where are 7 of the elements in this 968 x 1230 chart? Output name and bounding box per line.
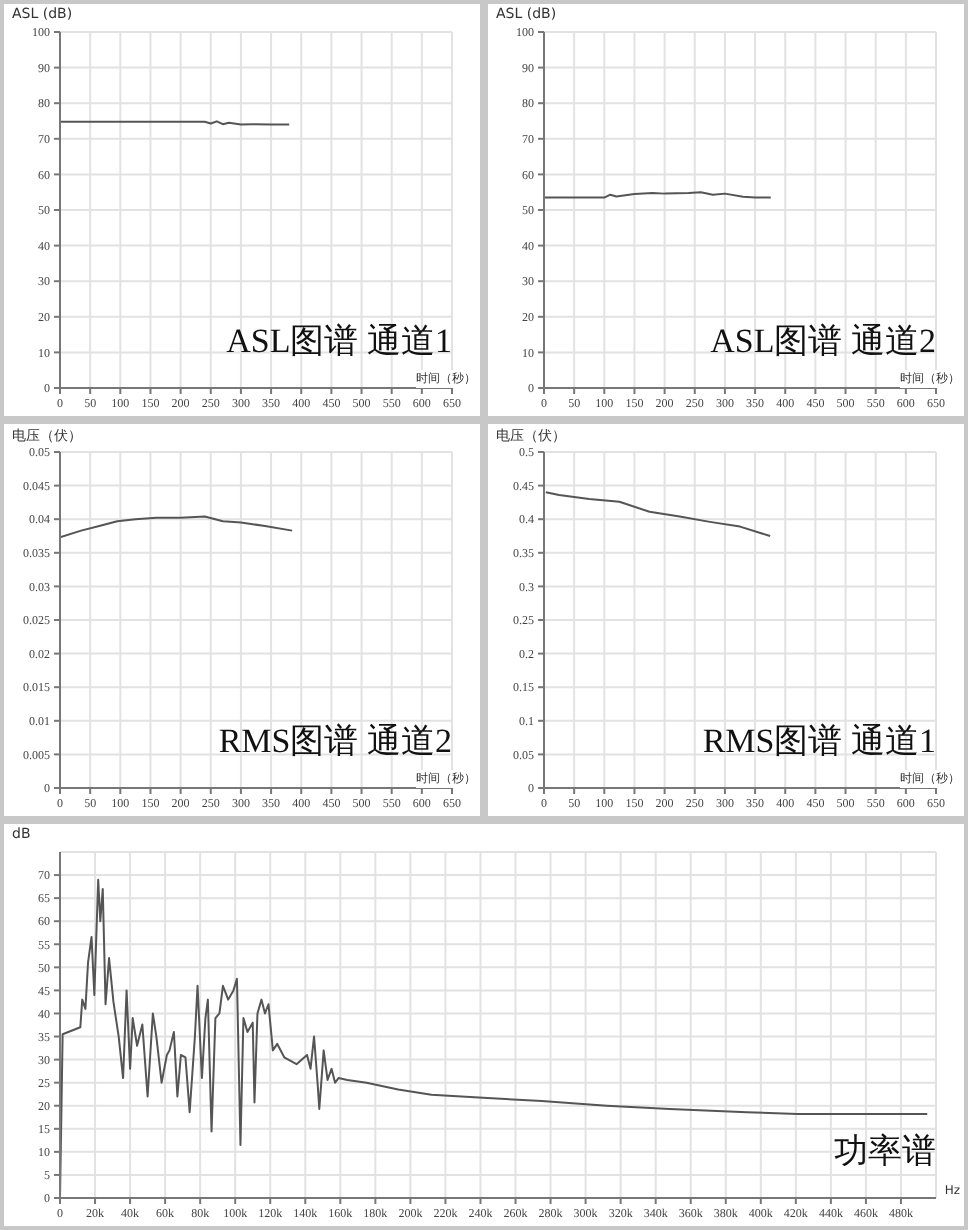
annotation: RMS图谱 通道2: [218, 720, 452, 764]
annotation: ASL图谱 通道2: [710, 320, 936, 364]
annotation: 功率谱: [834, 1130, 936, 1174]
line-series: [60, 515, 294, 539]
line-series: [544, 491, 772, 537]
annotation: RMS图谱 通道1: [702, 720, 936, 764]
annotation: ASL图谱 通道1: [226, 320, 452, 364]
